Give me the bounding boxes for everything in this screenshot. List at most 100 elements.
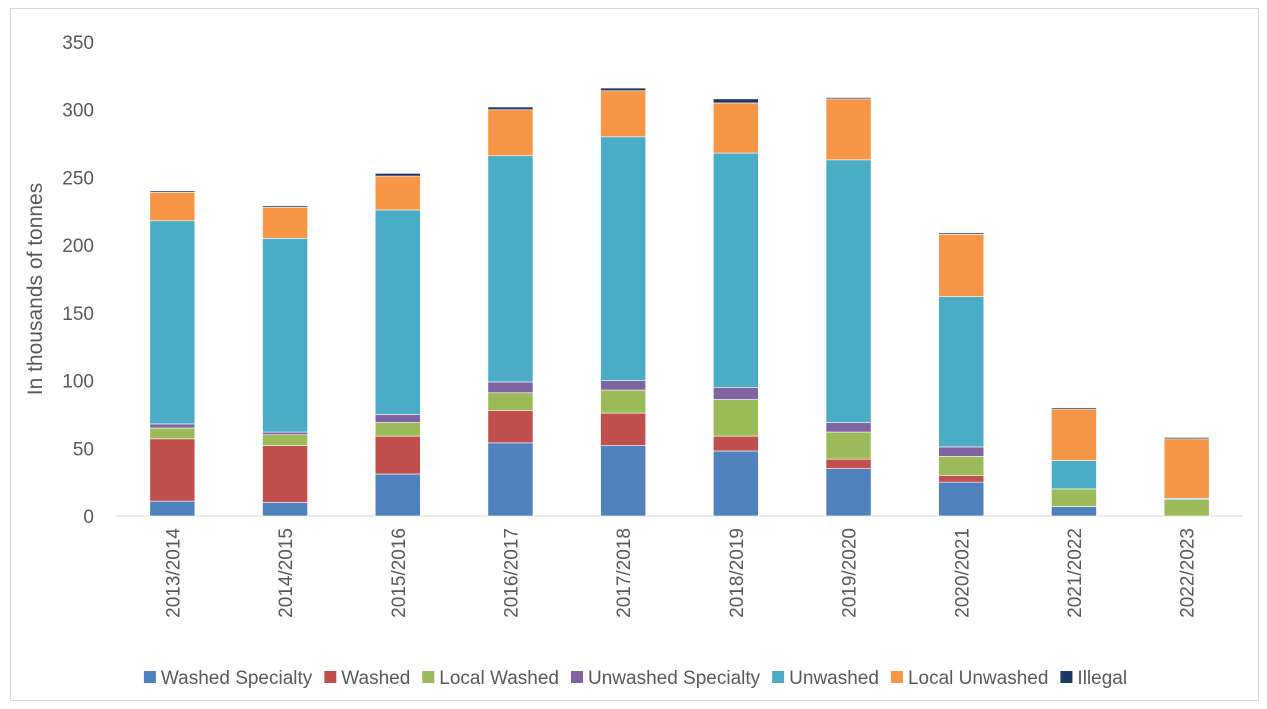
bar-segment-local-washed: Local Washed 2017/2018: 17 <box>600 389 646 414</box>
bar-stack-2020-2021: Washed Specialty 2020/2021: 25Washed 202… <box>938 232 985 517</box>
legend-swatch <box>1060 671 1073 683</box>
legend-item-unwashed-specialty: Unwashed Specialty <box>571 668 761 689</box>
y-tick-label: 50 <box>73 439 94 460</box>
bar-segment-unwashed: Unwashed 2017/2018: 180 <box>600 136 646 381</box>
bar-segment-unwashed-specialty: Unwashed Specialty 2019/2020: 7 <box>825 422 872 433</box>
bar-segment-washed: Washed 2018/2019: 11 <box>713 435 759 452</box>
legend-label: Local Unwashed <box>908 668 1048 689</box>
bar-segment-washed-specialty: Washed Specialty 2019/2020: 35 <box>825 468 872 517</box>
bar-segment-unwashed: Unwashed 2020/2021: 111 <box>938 296 985 448</box>
y-axis-title: In thousands of tonnes <box>24 183 47 396</box>
y-tick-label: 250 <box>62 168 94 189</box>
legend-label: Unwashed <box>789 668 879 689</box>
bar-segment-unwashed-specialty: Unwashed Specialty 2014/2015: 2 <box>262 431 308 436</box>
bar-segment-local-unwashed: Local Unwashed 2022/2023: 44 <box>1163 438 1210 499</box>
bar-stack-2013-2014: Washed Specialty 2013/2014: 11Washed 201… <box>149 190 196 517</box>
y-tick-label: 300 <box>62 101 94 122</box>
bar-segment-local-washed: Local Washed 2016/2017: 13 <box>487 392 534 411</box>
bar-segment-unwashed-specialty: Unwashed Specialty 2013/2014: 3 <box>149 423 196 429</box>
y-tick-label: 0 <box>83 507 94 528</box>
bar-segment-washed-specialty: Washed Specialty 2017/2018: 52 <box>600 445 646 517</box>
bar-segment-illegal: Illegal 2020/2021: 1 <box>938 232 985 235</box>
bar-segment-illegal: Illegal 2014/2015: 1 <box>262 205 308 208</box>
legend-swatch <box>422 671 435 683</box>
legend-item-local-unwashed: Local Unwashed <box>890 668 1048 689</box>
bar-segment-washed-specialty: Washed Specialty 2021/2022: 7 <box>1051 506 1097 517</box>
bar-segment-washed: Washed 2019/2020: 7 <box>825 458 872 469</box>
legend-swatch <box>890 671 903 683</box>
bar-segment-unwashed: Unwashed 2013/2014: 150 <box>149 220 196 425</box>
bar-segment-washed: Washed 2014/2015: 42 <box>262 445 308 503</box>
bar-segment-illegal: Illegal 2015/2016: 2 <box>374 173 421 177</box>
bar-segment-local-unwashed: Local Unwashed 2013/2014: 21 <box>149 192 196 222</box>
bar-segment-washed-specialty: Washed Specialty 2020/2021: 25 <box>938 481 985 517</box>
bar-segment-local-unwashed: Local Unwashed 2015/2016: 25 <box>374 175 421 211</box>
bar-segment-washed: Washed 2016/2017: 24 <box>487 410 534 444</box>
chart-frame: 0 50 100 150 200 250 300 350 In thousands of to… <box>10 8 1259 701</box>
bar-segment-unwashed: Unwashed 2014/2015: 143 <box>262 238 308 433</box>
bar-stack-2022-2023: Local Washed 2022/2023: 12Unwashed 2022/… <box>1163 437 1210 517</box>
x-tick-label: 2014/2015 <box>276 528 297 618</box>
y-tick-label: 150 <box>62 304 94 325</box>
bar-segment-local-unwashed: Local Unwashed 2021/2022: 38 <box>1051 408 1097 461</box>
legend-swatch <box>143 671 156 683</box>
bar-segment-unwashed-specialty: Unwashed Specialty 2016/2017: 8 <box>487 381 534 394</box>
bar-segment-local-unwashed: Local Unwashed 2016/2017: 34 <box>487 109 534 157</box>
bar-segment-washed: Washed 2017/2018: 24 <box>600 412 646 446</box>
y-tick-label: 100 <box>62 372 94 393</box>
legend-item-washed: Washed <box>324 668 410 689</box>
bar-segment-unwashed: Unwashed 2018/2019: 173 <box>713 152 759 388</box>
bar-segment-unwashed-specialty: Unwashed Specialty 2015/2016: 6 <box>374 414 421 423</box>
x-tick-label: 2018/2019 <box>727 528 748 618</box>
x-tick-label: 2021/2022 <box>1065 528 1086 618</box>
x-tick-label: 2019/2020 <box>840 528 861 618</box>
bar-segment-unwashed-specialty: Unwashed Specialty 2020/2021: 7 <box>938 446 985 457</box>
legend-swatch <box>772 671 785 683</box>
legend: Washed Specialty Washed Local Washed Unwash… <box>143 668 1127 689</box>
bar-segment-washed: Washed 2013/2014: 46 <box>149 438 196 502</box>
x-tick-label: 2016/2017 <box>501 528 522 618</box>
bar-stack-2015-2016: Washed Specialty 2015/2016: 31Washed 201… <box>374 173 421 517</box>
bar-segment-local-washed: Local Washed 2021/2022: 13 <box>1051 488 1097 507</box>
bar-segment-local-unwashed: Local Unwashed 2019/2020: 45 <box>825 98 872 161</box>
legend-label: Unwashed Specialty <box>588 668 761 689</box>
legend-item-washed-specialty: Washed Specialty <box>143 668 313 689</box>
bar-segment-local-washed: Local Washed 2018/2019: 27 <box>713 399 759 437</box>
x-tick-label: 2015/2016 <box>389 528 410 618</box>
bar-segment-unwashed: Unwashed 2016/2017: 167 <box>487 155 534 383</box>
x-axis-tick-labels: 2013/2014 2014/2015 2015/2016 2016/2017 2017… <box>163 528 1198 618</box>
bar-segment-local-washed: Local Washed 2014/2015: 8 <box>262 434 308 446</box>
bar-segment-unwashed-specialty: Unwashed Specialty 2017/2018: 7 <box>600 380 646 391</box>
legend-swatch <box>571 671 583 683</box>
legend-item-local-washed: Local Washed <box>422 668 559 689</box>
bar-segment-local-washed: Local Washed 2013/2014: 8 <box>149 427 196 440</box>
legend-label: Illegal <box>1077 668 1127 689</box>
bar-stack-2017-2018: Washed Specialty 2017/2018: 52Washed 201… <box>600 87 646 517</box>
bar-segment-local-washed: Local Washed 2015/2016: 10 <box>374 422 421 437</box>
legend-item-unwashed: Unwashed <box>772 668 879 689</box>
bar-segment-local-washed: Local Washed 2019/2020: 20 <box>825 431 872 460</box>
legend-label: Washed <box>341 668 410 689</box>
bar-segment-illegal: Illegal 2017/2018: 2 <box>600 87 646 92</box>
bar-segment-illegal: Illegal 2013/2014: 1 <box>149 190 196 193</box>
x-tick-label: 2022/2023 <box>1178 528 1199 618</box>
bar-segment-local-unwashed: Local Unwashed 2017/2018: 34 <box>600 90 646 138</box>
bars: Washed Specialty 2013/2014: 11Washed 201… <box>149 87 1210 517</box>
bar-segment-illegal: Illegal 2016/2017: 2 <box>487 106 534 111</box>
bar-segment-washed-specialty: Washed Specialty 2013/2014: 11 <box>149 500 196 517</box>
bar-segment-unwashed-specialty: Unwashed Specialty 2018/2019: 9 <box>713 387 759 400</box>
bar-segment-washed: Washed 2015/2016: 28 <box>374 435 421 475</box>
bar-segment-illegal: Illegal 2019/2020: 1 <box>825 97 872 100</box>
bar-segment-unwashed: Unwashed 2019/2020: 194 <box>825 159 872 423</box>
y-tick-label: 200 <box>62 236 94 257</box>
legend-label: Washed Specialty <box>161 668 313 689</box>
bar-stack-2014-2015: Washed Specialty 2014/2015: 10Washed 201… <box>262 205 308 517</box>
legend-item-illegal: Illegal <box>1060 668 1127 689</box>
bar-segment-local-unwashed: Local Unwashed 2014/2015: 23 <box>262 206 308 239</box>
bar-segment-washed: Washed 2020/2021: 5 <box>938 475 985 483</box>
bar-segment-local-unwashed: Local Unwashed 2018/2019: 37 <box>713 102 759 154</box>
x-tick-label: 2017/2018 <box>614 528 635 618</box>
bar-segment-unwashed: Unwashed 2021/2022: 21 <box>1051 460 1097 490</box>
bar-segment-washed-specialty: Washed Specialty 2016/2017: 54 <box>487 442 534 517</box>
stacked-bar-chart: 0 50 100 150 200 250 300 350 In thousands of to… <box>24 33 1243 689</box>
